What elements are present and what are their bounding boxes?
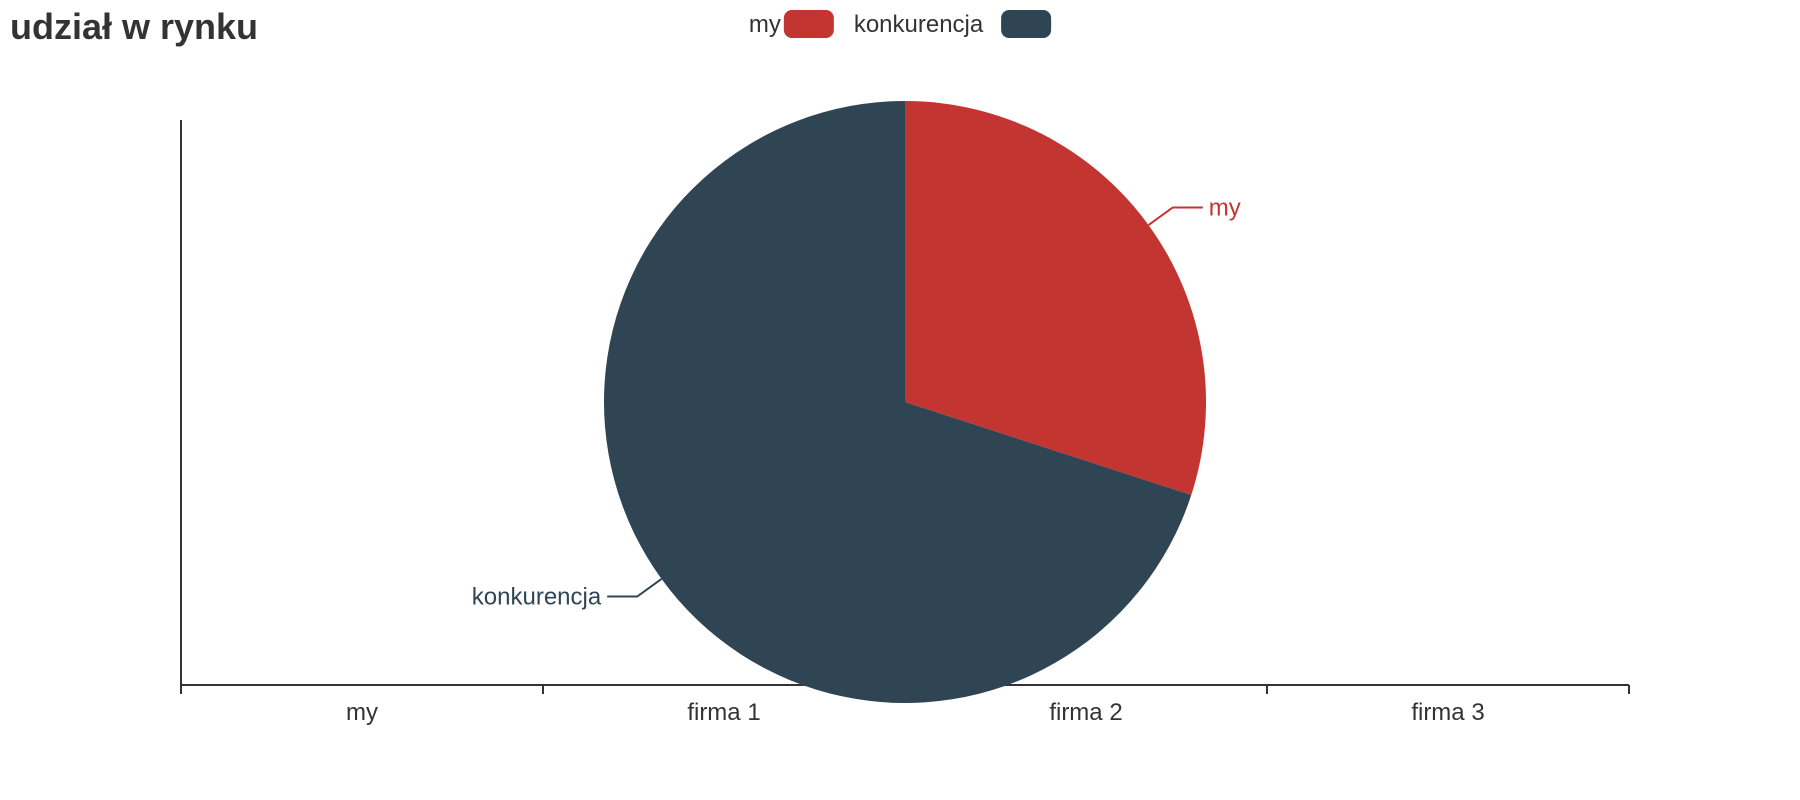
leader-line (607, 578, 663, 598)
leader-line (1147, 206, 1203, 226)
legend-swatch (783, 10, 834, 38)
slice-labels: my konkurencja (472, 194, 1241, 610)
legend-swatch (1001, 10, 1052, 38)
legend-label: konkurencja (854, 11, 984, 38)
x-tick-label: firma 1 (687, 699, 760, 726)
pie-slices (604, 101, 1206, 704)
legend-item-my[interactable]: my (749, 10, 834, 38)
slice-label-my: my (1209, 194, 1241, 221)
x-tick-label: firma 3 (1411, 699, 1484, 726)
chart-title: udział w rynku (10, 6, 259, 47)
pie-slice-my[interactable] (905, 101, 1206, 496)
legend[interactable]: my konkurencja (749, 10, 1052, 38)
x-tick-label: firma 2 (1049, 699, 1122, 726)
pie-slice-konkurencja[interactable] (604, 101, 1192, 704)
x-tick-label: my (346, 699, 378, 726)
slice-label-konkurencja: konkurencja (472, 584, 602, 611)
legend-item-konkurencja[interactable]: konkurencja (854, 10, 1052, 38)
legend-label: my (749, 11, 781, 38)
